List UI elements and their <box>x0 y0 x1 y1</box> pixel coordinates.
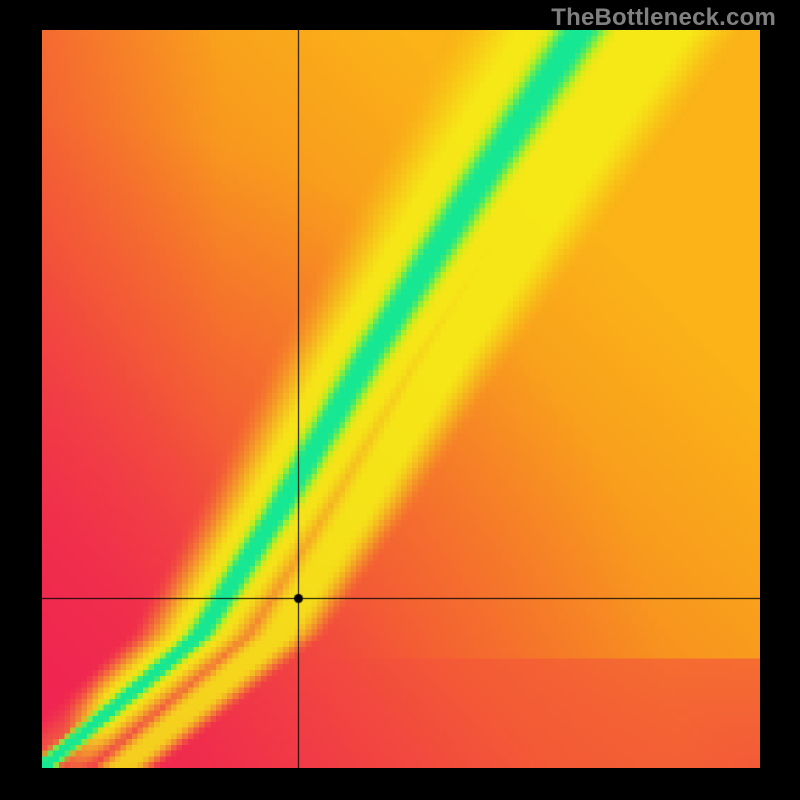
watermark-text: TheBottleneck.com <box>551 4 776 32</box>
crosshair-overlay <box>42 30 760 768</box>
